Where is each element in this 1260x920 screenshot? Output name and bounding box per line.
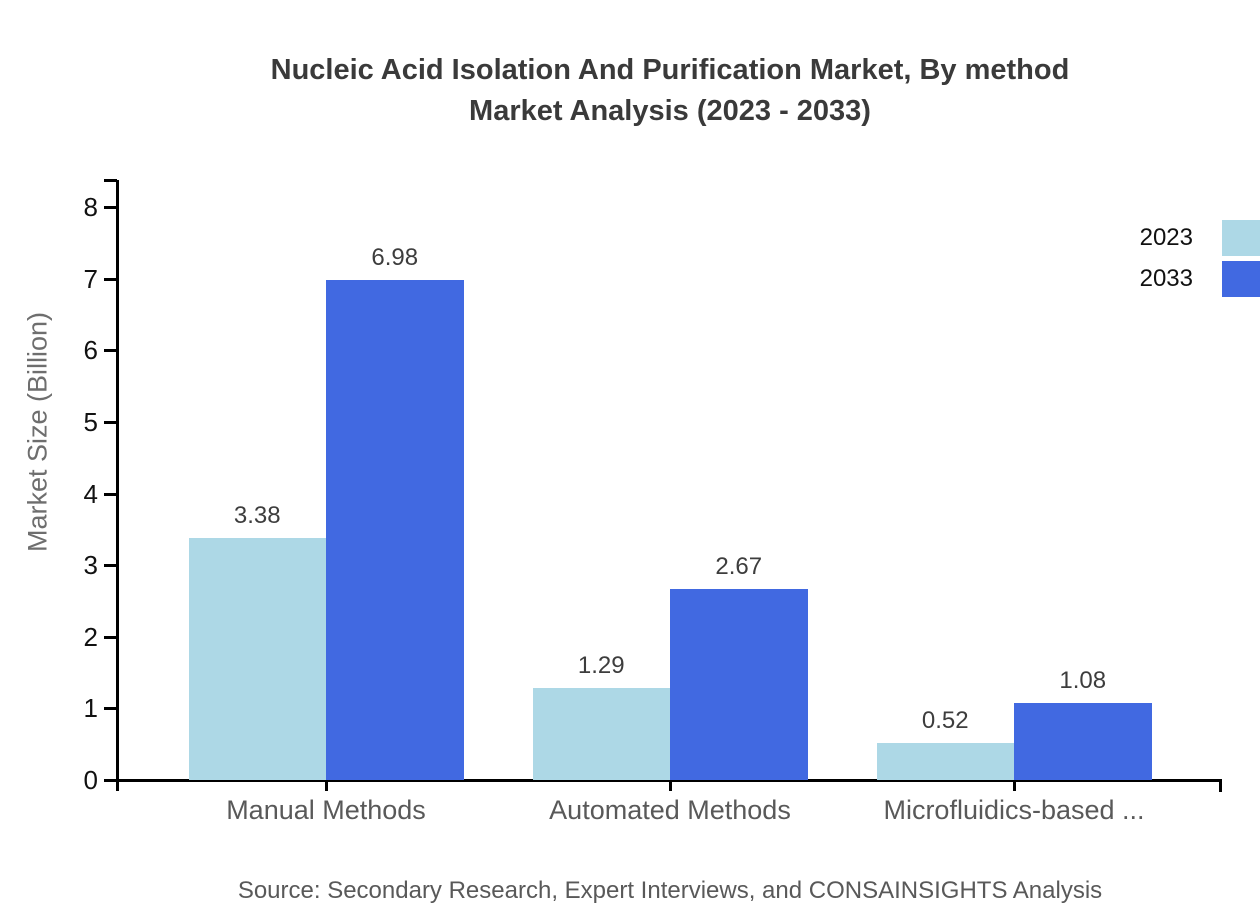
- bar-2023-3: [876, 742, 1014, 780]
- y-tick-label: 3: [83, 550, 98, 581]
- legend-item-2023: 2023: [1140, 219, 1260, 256]
- bar-value-label: 1.08: [1059, 666, 1107, 694]
- category-label: Microfluidics-based ...: [883, 795, 1145, 825]
- legend-label-2023: 2023: [1139, 223, 1193, 251]
- category-label: Automated Methods: [549, 795, 791, 825]
- legend-item-2033: 2033: [1140, 260, 1260, 297]
- bar-2023-1: [188, 537, 326, 780]
- x-tick: [669, 780, 672, 791]
- x-tick: [325, 780, 328, 791]
- y-tick: [104, 492, 117, 496]
- bar-value-label: 1.29: [577, 651, 625, 679]
- y-tick-label: 8: [83, 192, 98, 222]
- bar-value-label: 2.67: [715, 552, 763, 580]
- y-tick-label: 1: [83, 693, 98, 724]
- legend-swatch-2023: [1222, 219, 1260, 256]
- y-tick: [104, 564, 117, 568]
- y-tick-label: 2: [83, 621, 98, 652]
- bar-2023-2: [532, 687, 670, 780]
- y-tick: [104, 707, 117, 711]
- y-tick-label: 6: [83, 335, 98, 366]
- y-tick-label: 5: [83, 406, 98, 437]
- bar-2033-1: [326, 280, 464, 780]
- legend-swatch-2033: [1222, 260, 1260, 297]
- y-tick-label: 4: [83, 478, 98, 509]
- bar-2033-2: [670, 588, 808, 780]
- bar-value-label: 3.38: [233, 501, 281, 529]
- y-tick: [104, 206, 117, 209]
- x-tick: [1013, 780, 1016, 791]
- legend-label-2033: 2033: [1139, 264, 1193, 292]
- y-axis-end-tick: [104, 179, 117, 182]
- chart-title: Nucleic Acid Isolation And Purification …: [70, 50, 1260, 132]
- y-tick-label: 7: [83, 263, 98, 294]
- category-label: Manual Methods: [226, 795, 426, 825]
- bar-value-label: 6.98: [371, 244, 419, 272]
- bar-value-label: 0.52: [921, 706, 969, 734]
- x-axis-line: [104, 779, 1222, 782]
- y-tick: [104, 635, 117, 639]
- y-tick: [104, 420, 117, 424]
- y-tick: [104, 277, 117, 281]
- y-axis-line: [116, 180, 119, 791]
- chart-title-line1: Nucleic Acid Isolation And Purification …: [270, 54, 1070, 86]
- chart-title-line2: Market Analysis (2023 - 2033): [469, 95, 871, 127]
- bar-2033-3: [1014, 702, 1152, 780]
- source-note: Source: Secondary Research, Expert Inter…: [237, 877, 1103, 904]
- y-tick-label: 0: [83, 765, 98, 795]
- y-tick: [104, 349, 117, 353]
- x-axis-end-tick: [1219, 780, 1222, 792]
